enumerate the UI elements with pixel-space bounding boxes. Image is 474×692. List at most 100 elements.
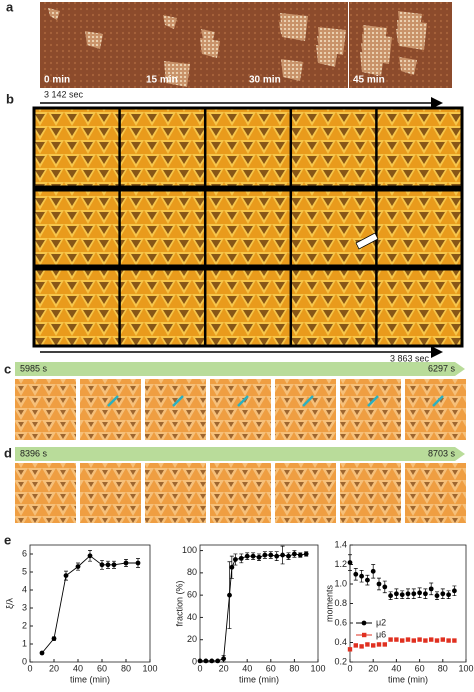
y-tick-label: 5	[22, 566, 27, 576]
data-point	[417, 637, 422, 642]
lattice-domain	[280, 13, 308, 41]
data-point	[365, 577, 370, 583]
frame-label: 0 min	[44, 75, 70, 86]
legend-label: μ6	[376, 629, 386, 639]
afm-image	[15, 379, 76, 440]
time-label: 5985 s	[20, 363, 48, 373]
arrow-marker	[367, 395, 379, 407]
time-bar	[15, 447, 465, 461]
afm-image	[405, 379, 466, 440]
afm-image	[210, 463, 271, 523]
data-point	[303, 551, 309, 557]
data-point	[440, 591, 446, 597]
arrow-marker	[432, 395, 444, 407]
frame-label: 30 min	[249, 75, 281, 86]
data-point	[452, 588, 457, 594]
data-point	[411, 638, 416, 643]
afm-image	[15, 463, 76, 523]
time-label: 3 863 sec	[390, 353, 430, 363]
data-point	[405, 637, 411, 642]
panel-c	[15, 379, 466, 440]
data-point	[370, 568, 376, 574]
x-tick-label: 0	[197, 663, 202, 673]
data-point	[376, 581, 382, 587]
data-point	[209, 658, 215, 664]
y-tick-label: 100	[182, 545, 197, 555]
data-point	[446, 638, 451, 643]
arrow-marker	[355, 232, 379, 250]
lattice-domain	[399, 57, 417, 75]
data-point	[429, 637, 434, 642]
afm-image	[405, 463, 466, 523]
data-point	[434, 638, 440, 643]
arrow-marker	[302, 395, 314, 407]
arrow-marker	[172, 395, 184, 407]
afm-image	[275, 463, 336, 523]
x-tick-label: 60	[415, 663, 425, 673]
data-point	[75, 564, 81, 569]
data-point	[227, 592, 232, 598]
panel-d	[15, 463, 466, 523]
data-point	[400, 638, 405, 643]
data-point	[353, 643, 358, 648]
legend-label: μ2	[376, 617, 386, 627]
lattice-domain	[398, 11, 422, 35]
y-tick-label: 0.2	[334, 656, 347, 666]
data-point	[87, 553, 93, 559]
data-point	[365, 642, 370, 647]
afm-image	[340, 379, 401, 440]
lattice-domain	[281, 59, 303, 81]
y-tick-label: 6	[22, 548, 27, 558]
data-point	[250, 553, 256, 559]
y-tick-label: 1.0	[334, 578, 347, 588]
data-point	[221, 656, 227, 662]
data-point	[371, 643, 376, 648]
data-point	[382, 642, 387, 647]
frame-label: 45 min	[353, 75, 385, 86]
time-label: 8703 s	[428, 448, 456, 458]
data-point	[452, 638, 457, 643]
x-tick-label: 0	[27, 663, 32, 673]
data-point	[203, 658, 209, 664]
x-tick-label: 20	[49, 663, 59, 673]
series-line	[200, 553, 307, 662]
data-point	[353, 571, 359, 577]
data-point	[347, 560, 353, 565]
y-axis-label: moments	[324, 584, 334, 622]
x-tick-label: 80	[289, 663, 299, 673]
data-point	[51, 636, 57, 641]
plot-frame	[199, 544, 319, 663]
y-tick-label: 40	[187, 612, 197, 622]
panel-b	[32, 106, 464, 348]
lattice-domain	[85, 31, 103, 49]
y-tick-label: 0	[192, 656, 197, 666]
data-point	[359, 644, 364, 649]
y-axis-label: fraction (%)	[174, 580, 184, 626]
data-point	[274, 553, 280, 559]
x-tick-label: 20	[368, 663, 378, 673]
data-point	[63, 573, 69, 578]
x-tick-label: 60	[266, 663, 276, 673]
x-tick-label: 40	[391, 663, 401, 673]
time-label: 6297 s	[428, 363, 456, 373]
series-line	[41, 555, 138, 654]
panel-label: e	[4, 532, 11, 547]
y-tick-label: 1	[22, 638, 27, 648]
y-tick-label: 60	[187, 590, 197, 600]
y-tick-label: 3	[22, 602, 27, 612]
time-bar	[15, 362, 465, 376]
data-point	[262, 552, 268, 558]
y-axis-label: ξ/λ	[4, 597, 14, 609]
data-point	[417, 590, 422, 596]
data-point	[197, 658, 203, 664]
data-point	[238, 555, 244, 561]
data-point	[446, 592, 451, 598]
data-point	[292, 551, 297, 557]
afm-image	[80, 379, 141, 440]
arrow-marker	[107, 395, 119, 407]
afm-image	[80, 463, 141, 523]
data-point	[359, 573, 364, 579]
data-point	[123, 560, 129, 566]
legend-marker	[361, 620, 367, 626]
